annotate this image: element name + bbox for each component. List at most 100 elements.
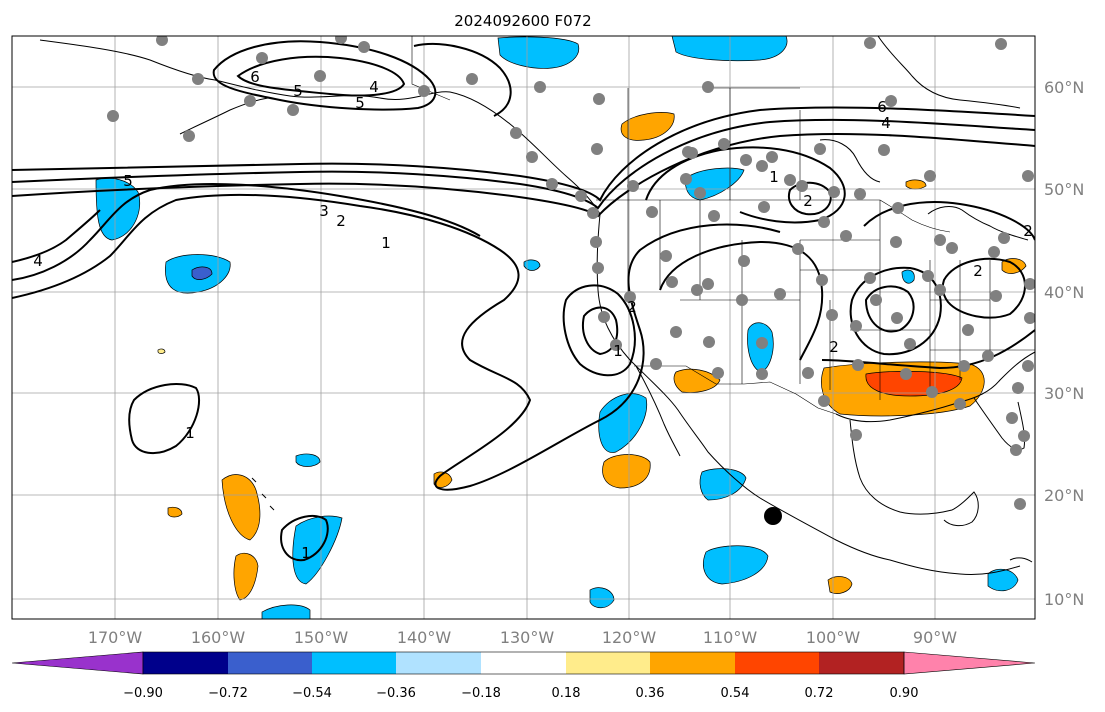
- contour-southeast: [821, 329, 1035, 370]
- orange-anomaly-hawaii-south: [233, 552, 259, 601]
- orange-anomaly-small-2: [167, 506, 183, 518]
- baja-peninsula: [635, 365, 681, 457]
- latitude-label: 10°N: [1044, 590, 1084, 609]
- colorbar-tick-label: −0.36: [376, 686, 416, 701]
- caribbean-islands: [1009, 557, 1033, 563]
- aleutian-chain: [179, 97, 269, 135]
- colorbar-tick-label: −0.18: [461, 686, 501, 701]
- state-lines-west: [627, 200, 801, 384]
- map-panel: 6 5 4 3 2 1 5 6 4 2 1 2 1 2 2 2 1 1 4 5: [12, 36, 1035, 619]
- map-frame: [11, 35, 1036, 620]
- longitude-label: 140°W: [397, 628, 452, 647]
- contour-label: 4: [33, 252, 43, 270]
- contour-label: 2: [336, 212, 346, 230]
- contour-label: 1: [381, 234, 391, 252]
- contour-east-low-2: [864, 285, 915, 333]
- us-mexico-border: [634, 365, 837, 415]
- contour-label: 1: [301, 544, 311, 562]
- contour-alaska-6: [212, 40, 437, 111]
- contour-canada-high-2: [788, 181, 832, 216]
- contour-label: 4: [881, 114, 891, 132]
- us-canada-border: [596, 199, 951, 233]
- contour-east-low: [849, 266, 942, 356]
- colorbar-segment: [650, 652, 735, 674]
- colorbar-outline: [142, 651, 905, 675]
- canada-arctic-coast: [877, 36, 1021, 109]
- contour-label: 2: [803, 192, 813, 210]
- state-lines-east: [930, 260, 1035, 380]
- alaska-canada-border: [411, 36, 451, 101]
- colorbar-segment: [819, 652, 904, 674]
- west-coast-us: [596, 213, 1021, 575]
- contour-label: 3: [319, 202, 329, 220]
- hudson-bay: [819, 139, 881, 183]
- longitude-label: 170°W: [88, 628, 143, 647]
- longitude-label: 150°W: [294, 628, 349, 647]
- contour-lines: [12, 40, 1035, 562]
- contour-pacific-low: [128, 383, 201, 455]
- longitude-label: 110°W: [703, 628, 758, 647]
- colorbar-tick-labels: −0.90 −0.72 −0.54 −0.36 −0.18 0.18 0.36 …: [123, 686, 918, 701]
- colorbar-tick-label: 0.72: [805, 686, 834, 701]
- contour-hawaii-low: [280, 514, 329, 562]
- contour-alaska-5: [236, 55, 406, 97]
- latitude-labels: 10°N 20°N 30°N 40°N 50°N 60°N: [1044, 78, 1084, 609]
- longitude-label: 130°W: [500, 628, 555, 647]
- contour-label: 2: [973, 262, 983, 280]
- orange-anomaly-hawaii: [221, 474, 261, 541]
- colorbar-extend-high: [903, 651, 1036, 675]
- blue-anomaly-small-3: [523, 259, 541, 271]
- colorbar-extend-low: [11, 651, 144, 675]
- blue-anomaly-canada-north: [671, 36, 788, 62]
- contour-california-low: [562, 284, 636, 377]
- colorbar-segment: [566, 652, 650, 674]
- contour-alaska-4: [413, 43, 512, 117]
- longitude-label: 120°W: [602, 628, 657, 647]
- colorbar: −0.90 −0.72 −0.54 −0.36 −0.18 0.18 0.36 …: [11, 651, 1036, 701]
- colorbar-tick-label: 0.18: [552, 686, 581, 701]
- blue-anomaly-great-lakes: [901, 269, 915, 284]
- latitude-label: 50°N: [1044, 180, 1084, 199]
- contour-4: [12, 193, 781, 491]
- blue-anomaly-alaska-north: [497, 36, 580, 69]
- contour-5: [12, 182, 481, 281]
- colorbar-segment: [735, 652, 819, 674]
- longitude-label: 90°W: [913, 628, 957, 647]
- colorbar-segment: [396, 652, 481, 674]
- latitude-label: 60°N: [1044, 78, 1084, 97]
- yellow-anomaly-tiny: [157, 348, 166, 354]
- hawaii-islands: [251, 477, 275, 511]
- contour-label: 5: [355, 94, 365, 112]
- contour-label: 6: [877, 98, 887, 116]
- graticule: [12, 36, 1035, 619]
- colorbar-segment: [143, 652, 228, 674]
- colorbar-segment: [228, 652, 312, 674]
- purple-anomaly-core: [191, 266, 213, 280]
- contour-1: [12, 106, 1035, 202]
- contour-2: [12, 118, 1035, 210]
- contour-canada-high: [645, 146, 846, 224]
- contour-label: 5: [123, 172, 133, 190]
- coastlines: [39, 36, 1035, 575]
- orange-anomaly-canada: [620, 112, 675, 141]
- colorbar-tick-label: 0.90: [890, 686, 919, 701]
- blue-anomaly-small-1: [589, 587, 615, 609]
- yucatan: [943, 491, 979, 527]
- orange-anomaly-small-4: [905, 179, 927, 190]
- colorbar-tick-label: −0.54: [292, 686, 332, 701]
- latitude-label: 40°N: [1044, 283, 1084, 302]
- contour-3: [12, 132, 1035, 218]
- colorbar-tick-label: 0.36: [636, 686, 665, 701]
- latitude-label: 30°N: [1044, 384, 1084, 403]
- longitude-label: 160°W: [191, 628, 246, 647]
- contour-label: 1: [769, 168, 779, 186]
- contour-6: [12, 209, 101, 263]
- blue-anomaly-east-pacific: [703, 545, 769, 585]
- contour-label: 2: [1023, 222, 1033, 240]
- contour-label: 5: [293, 82, 303, 100]
- blue-anomaly-small-2: [295, 453, 321, 467]
- contour-northeast: [863, 201, 1035, 241]
- contour-labels: 6 5 4 3 2 1 5 6 4 2 1 2 1 2 2 2 1 1 4 5: [33, 68, 1033, 562]
- contour-label: 2: [627, 298, 637, 316]
